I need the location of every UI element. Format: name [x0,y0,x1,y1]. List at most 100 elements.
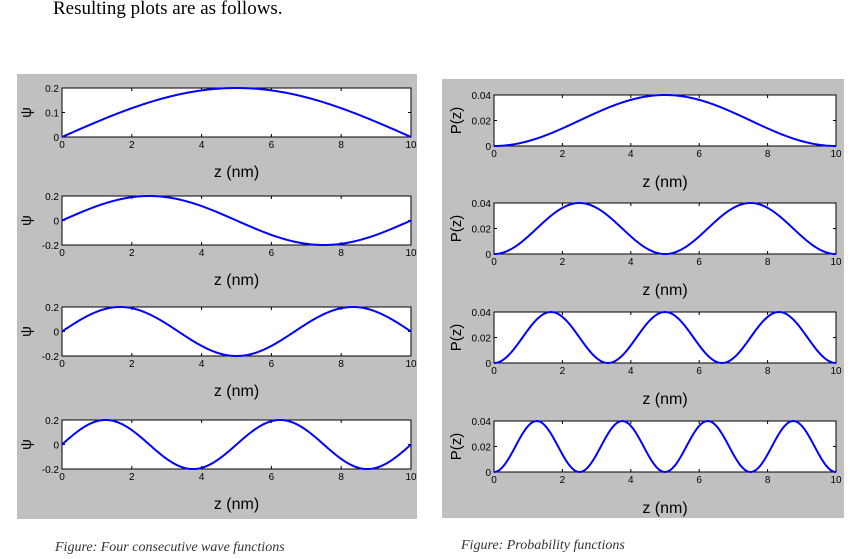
prob-plot-3: 0 2 4 6 8 10 0 0.02 0.04 z (nm) P(z) [448,308,842,408]
y-tick-label: 0.04 [472,199,492,210]
wave-plot-2: 0 2 4 6 8 10-0.200.2z (nm)ψ [18,192,417,289]
x-tick-label: 0 [59,472,65,483]
caption-wave-functions: Figure: Four consecutive wave functions [55,540,285,555]
y-tick-label: 0 [53,217,59,228]
x-tick-label: 8 [765,149,771,160]
prob-plot-2: 0 2 4 6 8 10 0 0.02 0.04 z (nm) P(z) [448,199,842,299]
x-tick-label: 0 [491,257,497,268]
plot-area [61,306,412,357]
wave-plot-3: 0 2 4 6 8 10-0.200.2z (nm)ψ [18,303,417,400]
plot-area [61,87,412,138]
x-tick-label: 4 [628,475,634,486]
y-axis-label: ψ [18,439,35,450]
x-tick-label: 0 [59,140,65,151]
prob-curve-2 [493,201,837,256]
y-axis-label: ψ [18,107,35,118]
x-tick-label: 6 [269,472,275,483]
y-tick-label: 0.2 [45,303,59,314]
x-tick-label: 8 [765,475,771,486]
x-tick-label: 10 [405,140,417,151]
y-axis-label: P(z) [448,215,465,243]
y-tick-label: 0 [53,328,59,339]
x-tick-label: 2 [560,475,566,486]
x-tick-label: 2 [129,472,135,483]
prob-curve-3 [493,310,837,365]
x-axis-label: z (nm) [214,383,259,400]
y-tick-label: 0.1 [45,109,59,120]
x-axis-label: z (nm) [214,496,259,513]
intro-text: Resulting plots are as follows. [53,0,283,19]
x-tick-label: 10 [830,257,842,268]
y-tick-label: 0 [485,142,491,153]
plot-area [493,94,837,147]
x-tick-label: 10 [830,149,842,160]
psi-curve-3 [61,305,412,358]
x-tick-label: 4 [199,359,205,370]
y-tick-label: 0.04 [472,91,492,102]
x-tick-label: 0 [491,366,497,377]
y-tick-label: 0.02 [472,117,492,128]
x-tick-label: 8 [765,257,771,268]
y-axis-label: ψ [18,326,35,337]
x-tick-label: 4 [628,149,634,160]
x-tick-label: 6 [696,366,702,377]
x-tick-label: 10 [405,248,417,259]
x-tick-label: 0 [491,149,497,160]
psi-curve-2 [61,194,412,247]
x-axis-label: z (nm) [214,164,259,181]
y-tick-label: -0.2 [42,241,60,252]
plot-area [493,420,837,473]
wave-plot-4: 0 2 4 6 8 10-0.200.2z (nm)ψ [18,416,417,513]
x-tick-label: 10 [405,359,417,370]
y-tick-label: 0.2 [45,84,59,95]
x-tick-label: 2 [129,140,135,151]
y-tick-label: 0.04 [472,417,492,428]
x-axis-label: z (nm) [642,174,687,191]
probability-functions-plots: 0 2 4 6 8 10 0 0.02 0.04 z (nm) P(z) 0 2 4 6 8 10 0 0.02 0.… [448,91,842,517]
y-tick-label: 0.02 [472,334,492,345]
prob-plot-4: 0 2 4 6 8 10 0 0.02 0.04 z (nm) P(z) [448,417,842,517]
x-axis-label: z (nm) [214,272,259,289]
x-tick-label: 0 [59,359,65,370]
y-tick-label: 0.2 [45,416,59,427]
x-tick-label: 2 [560,149,566,160]
y-tick-label: 0 [53,441,59,452]
y-axis-label: P(z) [448,324,465,352]
x-tick-label: 10 [405,472,417,483]
wave-plot-1: 0 2 4 6 8 10 0 0.1 0.2 z (nm) ψ [18,84,417,181]
y-tick-label: -0.2 [42,465,60,476]
y-axis-label: ψ [18,215,35,226]
x-tick-label: 2 [560,257,566,268]
x-tick-label: 10 [830,475,842,486]
x-tick-label: 8 [338,472,344,483]
x-tick-label: 6 [696,257,702,268]
x-tick-label: 4 [199,472,205,483]
x-tick-label: 2 [129,248,135,259]
x-axis-label: z (nm) [642,500,687,517]
psi-curve-1 [61,87,412,138]
x-tick-label: 6 [696,149,702,160]
plot-area [493,311,837,364]
x-tick-label: 0 [59,248,65,259]
y-tick-label: 0.2 [45,192,59,203]
plot-area [493,202,837,255]
x-axis-label: z (nm) [642,282,687,299]
prob-plot-1: 0 2 4 6 8 10 0 0.02 0.04 z (nm) P(z) [448,91,842,191]
y-tick-label: 0.02 [472,225,492,236]
prob-curve-4 [493,419,837,474]
y-tick-label: 0 [485,359,491,370]
x-tick-label: 10 [830,366,842,377]
x-tick-label: 8 [765,366,771,377]
x-tick-label: 6 [269,140,275,151]
wave-functions-figure: 0 2 4 6 8 10 0 0.1 0.2 z (nm) ψ 0 2 4 6 8 10 -0.2 0 0.2 z (n… [17,74,417,519]
x-tick-label: 0 [491,475,497,486]
x-tick-label: 6 [269,248,275,259]
caption-probability-functions: Figure: Probability functions [461,538,625,553]
y-tick-label: 0 [485,468,491,479]
x-tick-label: 8 [338,248,344,259]
x-tick-label: 2 [129,359,135,370]
x-tick-label: 8 [338,140,344,151]
y-axis-label: P(z) [448,107,465,135]
y-tick-label: 0 [53,133,59,144]
